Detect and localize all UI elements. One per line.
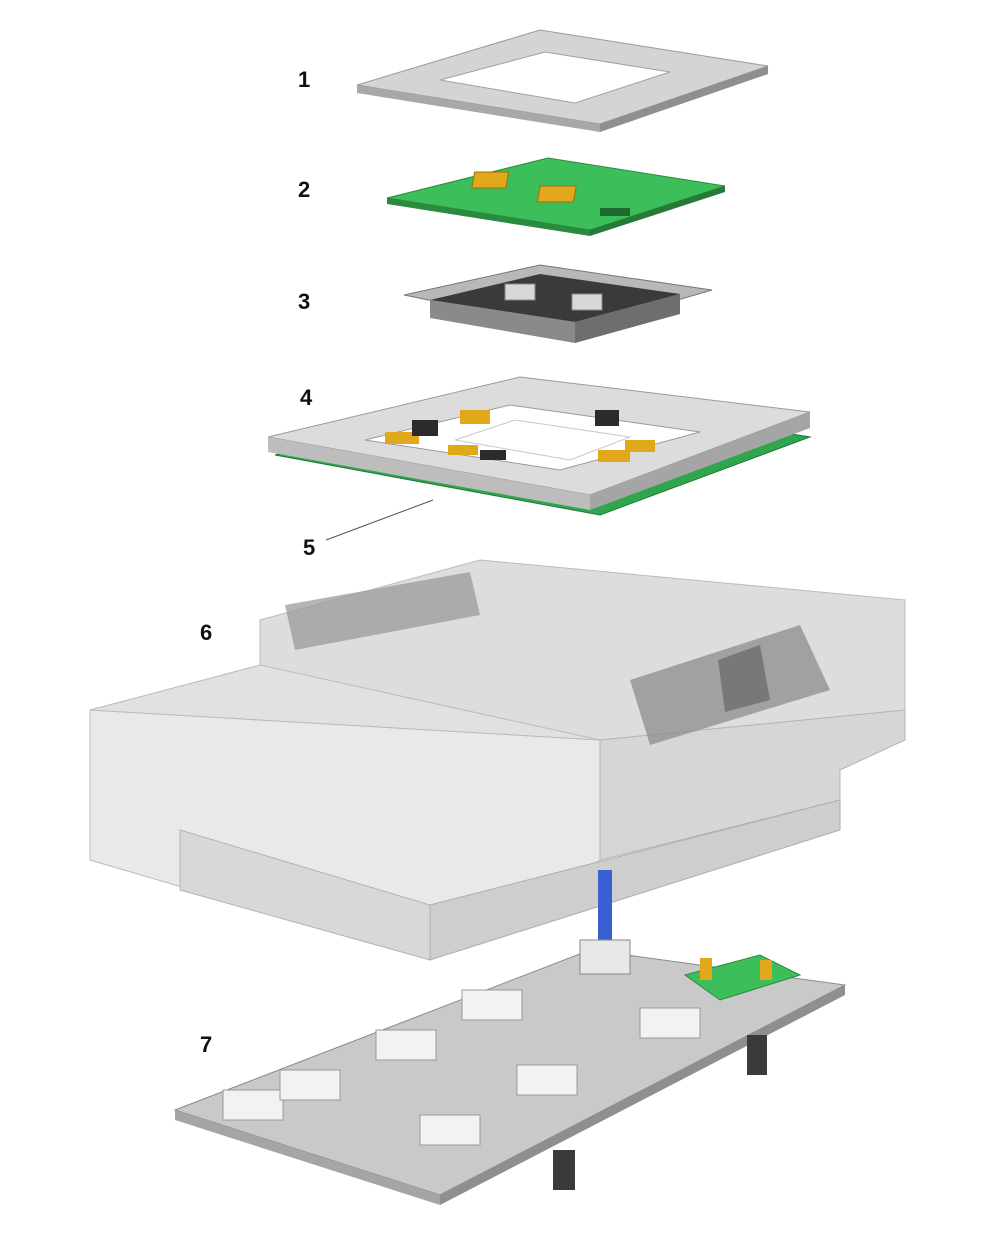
callout-3: 3 (298, 289, 310, 314)
part-2-pcb (386, 157, 726, 236)
callout-5: 5 (303, 535, 315, 560)
part-4-5-socket-frame-assembly (267, 376, 812, 541)
callout-7: 7 (200, 1032, 212, 1057)
part-3-socket-tray (403, 264, 713, 343)
part-6-housing (89, 559, 906, 961)
callout-2: 2 (298, 177, 310, 202)
leader-line-5 (325, 499, 434, 541)
part-7-base-plate (173, 939, 847, 1205)
ribbon-cable (598, 870, 612, 940)
part-1-frame-plate (356, 29, 769, 132)
callout-1: 1 (298, 67, 310, 92)
callout-6: 6 (200, 620, 212, 645)
callout-4: 4 (300, 385, 313, 410)
